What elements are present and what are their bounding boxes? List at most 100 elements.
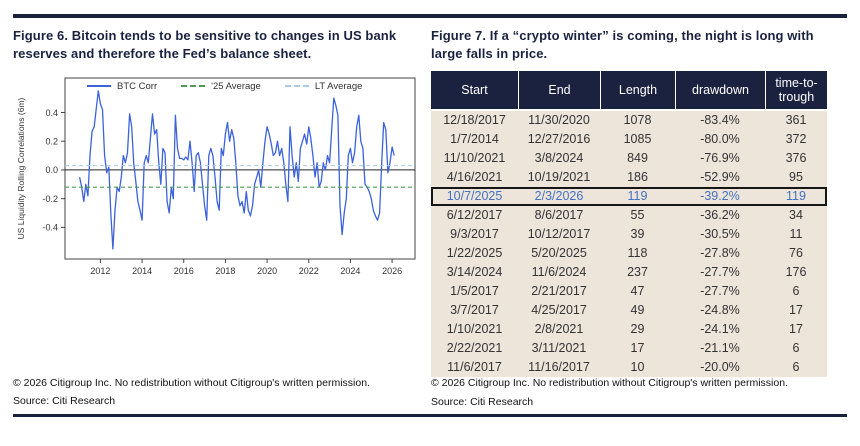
table-cell: 4/16/2021 — [431, 167, 518, 187]
table-cell: 3/8/2024 — [518, 148, 600, 168]
table-cell: 1/5/2017 — [431, 281, 518, 301]
plot-border — [64, 77, 416, 260]
table-cell: 8/6/2017 — [518, 205, 600, 225]
table-cell: 6 — [765, 281, 827, 301]
table-row: 11/6/2017 11/16/2017 10 -20.0% 6 — [431, 357, 827, 377]
y-tick-label: -0.2 — [42, 194, 58, 204]
table-cell: -30.5% — [675, 224, 765, 244]
figure7-title: Figure 7. If a “crypto winter” is coming… — [431, 28, 814, 62]
table-cell: 76 — [765, 243, 827, 263]
y-tick-label: -0.4 — [42, 223, 58, 233]
table-cell: 2/3/2026 — [518, 186, 600, 206]
table-cell: 4/25/2017 — [518, 300, 600, 320]
chart-legend: BTC Corr '25 Average LT Average — [87, 81, 362, 92]
table-cell: 376 — [765, 148, 827, 168]
table-cell: 29 — [600, 319, 675, 339]
table-cell: 10/12/2017 — [518, 224, 600, 244]
figure7-source: Source: Citi Research — [431, 395, 534, 408]
y-tick-label: 0.4 — [45, 108, 58, 118]
x-tick-label: 2014 — [132, 266, 152, 276]
table-row: 6/12/2017 8/6/2017 55 -36.2% 34 — [431, 205, 827, 225]
table-cell: -27.7% — [675, 262, 765, 282]
table-cell: 11/10/2021 — [431, 148, 518, 168]
table-row: 11/10/2021 3/8/2024 849 -76.9% 376 — [431, 148, 827, 168]
table-cell: 9/3/2017 — [431, 224, 518, 244]
x-tick-label: 2024 — [340, 266, 360, 276]
table-cell: 55 — [600, 205, 675, 225]
table-row: 1/22/2025 5/20/2025 118 -27.8% 76 — [431, 243, 827, 263]
table-cell: -39.2% — [675, 186, 765, 206]
legend-label-lt-average: LT Average — [314, 80, 363, 92]
table-cell: 119 — [765, 186, 827, 206]
legend-label-25-average: '25 Average — [211, 80, 261, 92]
x-tick-label: 2022 — [299, 266, 319, 276]
table-cell: 2/22/2021 — [431, 338, 518, 358]
table-cell: 34 — [765, 205, 827, 225]
x-tick-label: 2026 — [382, 266, 402, 276]
y-axis-label: US Liquidity Rolling Correlations (6m) — [16, 97, 26, 239]
btc-corr-line — [78, 90, 395, 250]
column-header-end: End — [518, 70, 600, 109]
y-tick-label: 0.0 — [45, 165, 58, 175]
table-cell: 1/7/2014 — [431, 129, 518, 149]
avg-25-dashed-swatch-icon — [181, 85, 206, 88]
table-row: 3/7/2017 4/25/2017 49 -24.8% 17 — [431, 300, 827, 320]
table-cell: 17 — [765, 300, 827, 320]
table-cell: 361 — [765, 110, 827, 130]
table-cell: 186 — [600, 167, 675, 187]
table-cell: 849 — [600, 148, 675, 168]
legend-item-lt-average: LT Average — [284, 80, 363, 92]
table-cell: 1078 — [600, 110, 675, 130]
table-cell: -76.9% — [675, 148, 765, 168]
table-cell: 6 — [765, 357, 827, 377]
table-row-highlighted: 10/7/2025 2/3/2026 119 -39.2% 119 — [431, 186, 827, 206]
figure6-source: Source: Citi Research — [13, 395, 116, 408]
table-cell: 95 — [765, 167, 827, 187]
table-cell: -80.0% — [675, 129, 765, 149]
table-cell: -83.4% — [675, 110, 765, 130]
table-row: 4/16/2021 10/19/2021 186 -52.9% 95 — [431, 167, 827, 187]
figure7-footer: © 2026 Citigroup Inc. No redistribution … — [431, 377, 847, 409]
top-divider — [13, 14, 847, 18]
chart-canvas: 0.4 0.2 0.0 -0.2 -0.4 2012 2014 2016 2018 2020 202… — [16, 77, 416, 276]
table-cell: 3/11/2021 — [518, 338, 600, 358]
table-cell: 10 — [600, 357, 675, 377]
column-header-drawdown: drawdown — [675, 70, 765, 109]
figure6-title: Figure 6. Bitcoin tends to be sensitive … — [13, 28, 397, 62]
figure7-copyright: © 2026 Citigroup Inc. No redistribution … — [431, 376, 788, 389]
table-cell: 11/6/2017 — [431, 357, 518, 377]
table-row: 2/22/2021 3/11/2021 17 -21.1% 6 — [431, 338, 827, 358]
table-cell: 49 — [600, 300, 675, 320]
table-cell: 1085 — [600, 129, 675, 149]
table-cell: 119 — [600, 186, 675, 206]
table-cell: 237 — [600, 262, 675, 282]
table-cell: 3/7/2017 — [431, 300, 518, 320]
lt-average-dashed-swatch-icon — [284, 85, 309, 88]
legend-label-btc-corr: BTC Corr — [117, 80, 158, 92]
table-cell: 39 — [600, 224, 675, 244]
x-tick-label: 2012 — [90, 266, 110, 276]
table-header-row: Start End Length drawdown time-to-trough — [431, 70, 827, 109]
legend-item-btc-corr: BTC Corr — [87, 81, 157, 92]
table-cell: -21.1% — [675, 338, 765, 358]
legend-item-25-average: '25 Average — [181, 81, 261, 92]
bottom-divider — [13, 414, 847, 417]
table-cell: 3/14/2024 — [431, 262, 518, 282]
table-row: 9/3/2017 10/12/2017 39 -30.5% 11 — [431, 224, 827, 244]
figure7-panel: Figure 7. If a “crypto winter” is coming… — [431, 27, 847, 409]
table-cell: 17 — [765, 319, 827, 339]
table-cell: 10/19/2021 — [518, 167, 600, 187]
x-tick-label: 2018 — [215, 266, 235, 276]
table-cell: 1/10/2021 — [431, 319, 518, 339]
figure-columns: Figure 6. Bitcoin tends to be sensitive … — [13, 27, 847, 409]
table-cell: -27.7% — [675, 281, 765, 301]
table-cell: 11/16/2017 — [518, 357, 600, 377]
figure6-copyright: © 2026 Citigroup Inc. No redistribution … — [13, 376, 370, 389]
table-cell: -24.8% — [675, 300, 765, 320]
table-cell: 2/21/2017 — [518, 281, 600, 301]
table-cell: 12/18/2017 — [431, 110, 518, 130]
table-cell: 176 — [765, 262, 827, 282]
table-cell: 17 — [600, 338, 675, 358]
table-cell: 12/27/2016 — [518, 129, 600, 149]
